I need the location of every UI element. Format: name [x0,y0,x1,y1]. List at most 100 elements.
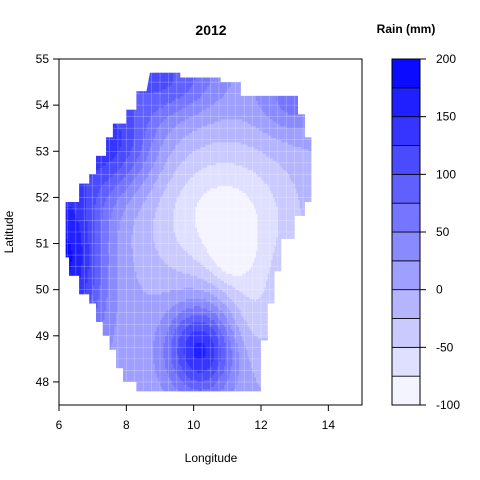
chart-title: 2012 [195,22,226,38]
rain-cell [84,289,87,293]
rain-cell [65,349,68,353]
rain-cell [92,142,95,145]
rain-cell [112,202,115,205]
rain-cell [112,75,115,78]
rain-cell [106,257,109,260]
rain-cell [93,396,95,399]
rain-cell [77,351,80,355]
rain-cell [75,278,78,281]
rain-cell [89,178,92,182]
rain-cell [106,95,109,99]
rain-cell [61,391,63,394]
rain-cell [85,132,88,136]
rain-cell [72,342,75,346]
rain-cell [74,123,77,127]
rain-cell [79,342,82,346]
rain-cell [87,112,90,115]
rain-cell [114,144,117,147]
rain-cell [101,381,104,385]
rain-cell [110,61,112,64]
rain-cell [102,176,105,180]
rain-cell [65,208,68,212]
rain-cell [106,88,109,92]
rain-cell [79,310,82,314]
rain-cell [74,245,77,249]
rain-cell [114,261,117,265]
rain-cell [85,298,88,302]
rain-cell [70,238,73,242]
rain-cell [92,208,95,212]
rain-cell [75,365,78,369]
rain-cell [89,148,92,152]
rain-cell [61,322,63,325]
rain-cell [72,232,75,235]
rain-cell [74,208,77,212]
rain-cell [94,178,97,182]
rain-cell [101,176,104,180]
rain-cell [65,335,68,339]
rain-cell [94,68,96,71]
rain-cell [80,167,83,171]
rain-cell [104,275,107,279]
rain-cell [84,158,87,161]
rain-cell [62,140,64,143]
rain-cell [82,132,85,136]
rain-cell [65,278,67,281]
rain-cell [84,146,87,150]
rain-cell [92,326,95,330]
rain-cell [99,377,102,380]
rain-cell [84,275,87,279]
rain-cell [102,273,105,277]
rain-cell [77,384,80,387]
rain-cell [66,393,68,396]
rain-cell [67,204,70,207]
rain-cell [72,252,75,256]
rain-cell [79,68,81,71]
rain-cell [85,338,88,341]
rain-cell [70,162,73,166]
rain-cell [65,123,68,127]
rain-cell [61,271,63,274]
rain-cell [65,178,68,182]
rain-cell [92,123,95,127]
rain-cell [65,342,68,346]
rain-cell [94,241,97,244]
rain-cell [109,185,112,189]
rain-cell [82,289,85,293]
rain-cell [89,169,92,173]
rain-cell [74,125,77,129]
rain-cell [72,169,75,173]
rain-cell [65,345,67,348]
rain-cell [89,158,92,161]
rain-cell [70,349,73,353]
rain-cell [70,130,73,134]
rain-cell [112,308,115,311]
rain-cell [96,303,99,307]
rain-cell [111,354,114,357]
rain-cell [111,174,114,177]
rain-cell [70,220,73,224]
rain-cell [96,255,99,258]
rain-cell [65,347,67,350]
rain-cell [97,347,100,350]
rain-cell [92,151,95,154]
rain-cell [75,112,78,115]
rain-cell [89,102,92,106]
rain-cell [77,72,80,76]
rain-cell [94,206,97,210]
rain-cell [97,142,100,145]
rain-cell [69,79,72,83]
rain-cell [111,208,114,212]
rain-cell [77,121,80,124]
rain-cell [75,146,78,150]
rain-cell [75,305,78,309]
rain-cell [104,176,107,180]
rain-cell [106,347,109,350]
rain-cell [87,218,90,221]
rain-cell [111,372,114,376]
rain-cell [82,121,85,124]
rain-cell [80,211,83,214]
rain-cell [85,280,88,284]
rain-cell [84,278,87,281]
rain-cell [101,368,104,371]
